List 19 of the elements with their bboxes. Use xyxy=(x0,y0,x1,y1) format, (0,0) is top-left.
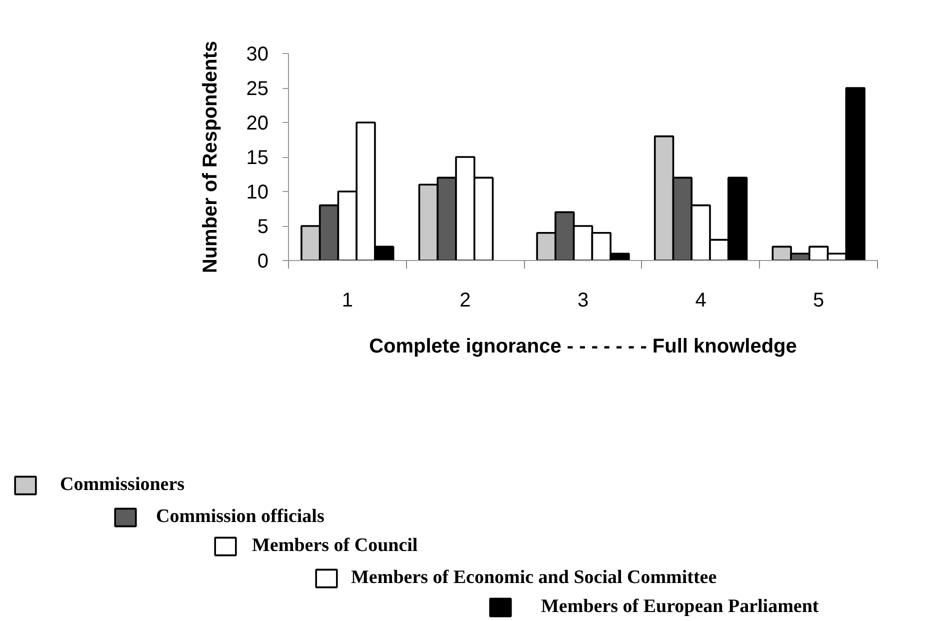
y-tick-label: 0 xyxy=(257,250,268,272)
x-tick-label: 3 xyxy=(577,290,589,312)
y-tick-label: 10 xyxy=(246,182,269,204)
legend-label: Commission officials xyxy=(156,506,324,528)
x-tick-label: 1 xyxy=(342,290,353,312)
legend-label: Members of Economic and Social Committee xyxy=(351,567,717,589)
y-tick-label: 15 xyxy=(246,147,269,169)
legend-label: Members of European Parliament xyxy=(541,596,819,618)
x-tick-label: 5 xyxy=(813,290,824,312)
y-axis-title: Number of Respondents xyxy=(199,40,222,274)
x-axis-title: Complete ignorance - - - - - - - Full knowledge xyxy=(369,336,797,358)
y-tick-label: 5 xyxy=(257,216,268,238)
legend-label: Commissioners xyxy=(60,474,185,496)
y-tick-label: 20 xyxy=(246,112,269,134)
x-tick-label: 4 xyxy=(695,290,706,312)
legend-label: Members of Council xyxy=(252,535,418,557)
y-tick-label: 25 xyxy=(246,78,269,100)
x-tick-label: 2 xyxy=(460,290,471,312)
y-tick-label: 30 xyxy=(246,44,269,66)
